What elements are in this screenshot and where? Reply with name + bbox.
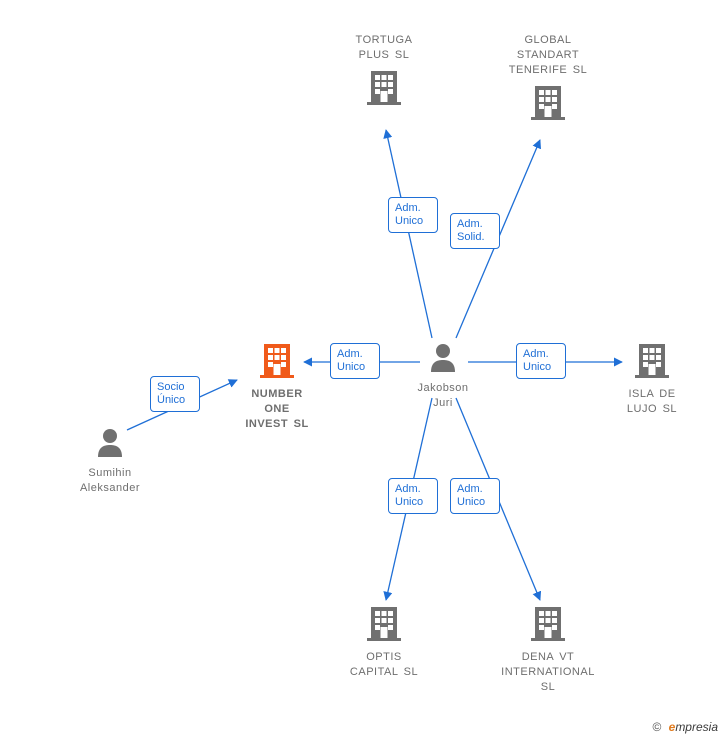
node-label: Sumihin Aleksander: [55, 466, 165, 496]
copyright-symbol: ©: [652, 720, 661, 734]
edge-label: Adm.Unico: [450, 478, 500, 514]
edge-label: SocioÚnico: [150, 376, 200, 412]
node-label-line: TORTUGA: [356, 34, 413, 46]
edge-label: Adm.Unico: [388, 478, 438, 514]
node-label-line: GLOBAL: [524, 34, 571, 46]
footer-attribution: © empresia: [652, 720, 718, 734]
edge-label-line: Adm.: [395, 483, 421, 495]
edge-label-line: Unico: [395, 496, 423, 508]
node-label-line: Juri: [433, 397, 453, 409]
building-icon: [260, 342, 294, 383]
node-label: GLOBAL STANDART TENERIFE SL: [493, 33, 603, 78]
edge-label-line: Unico: [337, 361, 365, 373]
node-jakobson: Jakobson Juri: [388, 342, 498, 411]
node-label: ISLA DE LUJO SL: [597, 387, 707, 417]
node-label-line: Jakobson: [417, 382, 468, 394]
building-icon: [367, 605, 401, 646]
node-label-line: Aleksander: [80, 482, 140, 494]
node-label-line: OPTIS: [366, 651, 402, 663]
node-label-line: PLUS SL: [359, 49, 410, 61]
edge-label: Adm.Unico: [388, 197, 438, 233]
building-icon: [367, 69, 401, 110]
node-label: Jakobson Juri: [388, 381, 498, 411]
node-label-line: CAPITAL SL: [350, 666, 418, 678]
node-label-line: ISLA DE: [628, 388, 675, 400]
node-isla: ISLA DE LUJO SL: [597, 342, 707, 417]
node-tortuga: TORTUGA PLUS SL: [329, 33, 439, 110]
edge-label-line: Adm.: [395, 202, 421, 214]
edge-label-line: Adm.: [337, 348, 363, 360]
building-icon: [531, 605, 565, 646]
edge-label-line: Adm.: [457, 218, 483, 230]
edge-line: [386, 130, 432, 338]
building-icon: [531, 84, 565, 125]
node-label-line: NUMBER: [251, 388, 302, 400]
person-icon: [96, 427, 124, 462]
node-label: OPTIS CAPITAL SL: [329, 650, 439, 680]
person-icon: [429, 342, 457, 377]
brand-rest: mpresia: [675, 720, 718, 734]
edge-label-line: Único: [157, 394, 185, 406]
edge-label-line: Adm.: [457, 483, 483, 495]
edge-label: Adm.Unico: [330, 343, 380, 379]
node-label-line: ONE: [264, 403, 289, 415]
node-label: DENA VT INTERNATIONAL SL: [493, 650, 603, 695]
edge-label-line: Solid.: [457, 231, 485, 243]
node-optis: OPTIS CAPITAL SL: [329, 605, 439, 680]
edge-label-line: Unico: [457, 496, 485, 508]
edge-label-line: Adm.: [523, 348, 549, 360]
edge-label-line: Unico: [523, 361, 551, 373]
node-label-line: INTERNATIONAL: [501, 666, 595, 678]
edge-label: Adm.Unico: [516, 343, 566, 379]
node-global: GLOBAL STANDART TENERIFE SL: [493, 33, 603, 125]
node-label-line: Sumihin: [88, 467, 131, 479]
building-icon: [635, 342, 669, 383]
edge-label-line: Unico: [395, 215, 423, 227]
edge-label-line: Socio: [157, 381, 185, 393]
node-label-line: LUJO SL: [627, 403, 677, 415]
node-label-line: SL: [541, 681, 555, 693]
edge-label: Adm.Solid.: [450, 213, 500, 249]
node-label-line: TENERIFE SL: [509, 64, 587, 76]
node-label: NUMBER ONE INVEST SL: [222, 387, 332, 432]
node-dena: DENA VT INTERNATIONAL SL: [493, 605, 603, 695]
node-label: TORTUGA PLUS SL: [329, 33, 439, 63]
node-label-line: DENA VT: [522, 651, 575, 663]
node-numberone: NUMBER ONE INVEST SL: [222, 342, 332, 432]
node-label-line: STANDART: [517, 49, 579, 61]
node-label-line: INVEST SL: [245, 418, 308, 430]
node-sumihin: Sumihin Aleksander: [55, 427, 165, 496]
